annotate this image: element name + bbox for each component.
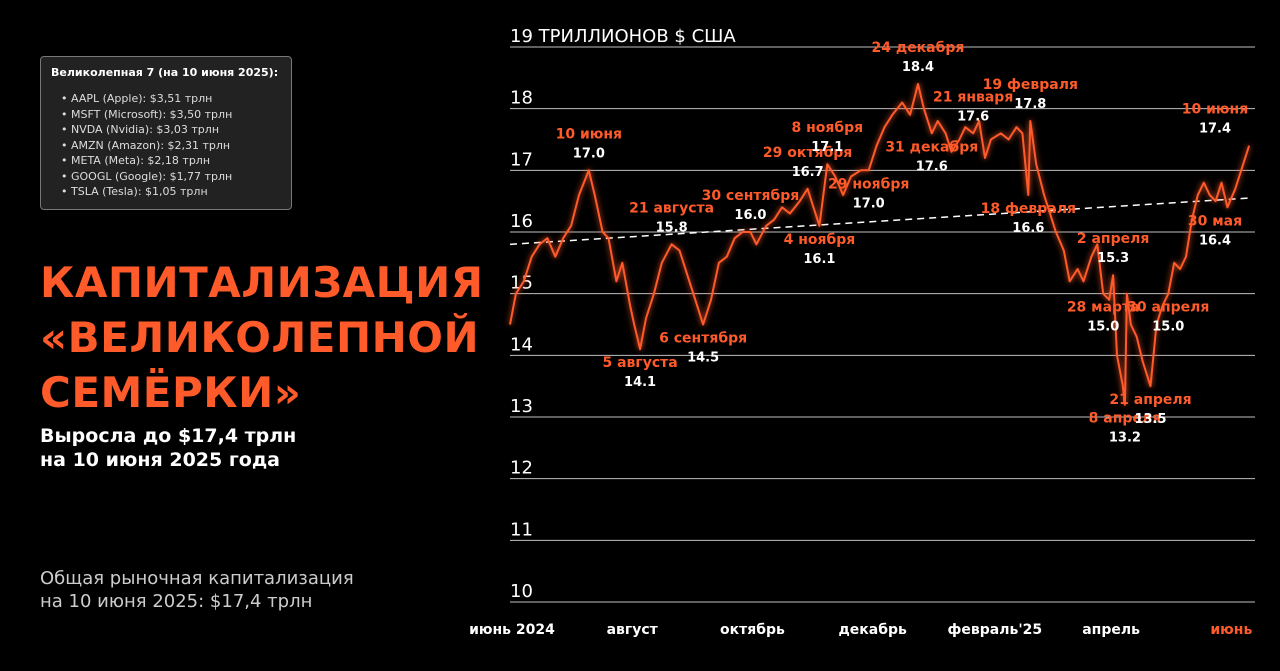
annotation-value: 17.1: [811, 140, 843, 155]
y-tick-label: 18: [510, 88, 533, 109]
y-tick-label: 11: [510, 519, 533, 540]
annotation-value: 16.0: [734, 208, 766, 223]
y-tick-label: 17: [510, 149, 533, 170]
annotation-value: 15.0: [1152, 320, 1184, 335]
market-cap-note-line-2: на 10 июня 2025: $17,4 трлн: [40, 591, 313, 612]
annotation-value: 15.3: [1097, 251, 1129, 266]
x-tick-label: октябрь: [720, 622, 785, 638]
annotation-value: 15.0: [1087, 320, 1119, 335]
legend-item-googl: GOOGL (Google): $1,77 трлн: [61, 169, 281, 185]
x-tick-label: июнь: [1210, 622, 1252, 638]
annotation-date: 29 ноября: [828, 176, 909, 192]
y-tick-label: 19 ТРИЛЛИОНОВ $ США: [510, 26, 736, 47]
x-tick-label: август: [607, 622, 659, 638]
y-tick-label: 14: [510, 334, 533, 355]
legend-list: AAPL (Apple): $3,51 трлн MSFT (Microsoft…: [51, 91, 281, 200]
page-title-line-1: КАПИТАЛИЗАЦИЯ: [40, 258, 484, 307]
annotation-date: 24 декабря: [872, 40, 965, 56]
market-cap-note-line-1: Общая рыночная капитализация: [40, 568, 354, 589]
annotation-date: 21 августа: [629, 200, 714, 216]
legend-title: Великолепная 7 (на 10 июня 2025):: [51, 66, 279, 79]
annotation-value: 15.8: [656, 220, 688, 235]
annotation-value: 17.6: [916, 159, 948, 174]
series-line: [509, 83, 1251, 406]
annotation-value: 17.8: [1014, 97, 1046, 112]
legend-item-amzn: AMZN (Amazon): $2,31 трлн: [61, 138, 281, 154]
annotation-value: 16.4: [1199, 233, 1231, 248]
annotation-date: 8 ноября: [791, 120, 863, 136]
x-tick-label: февраль'25: [948, 622, 1043, 638]
y-tick-label: 13: [510, 396, 533, 417]
y-tick-label: 16: [510, 211, 533, 232]
annotation-value: 13.2: [1109, 431, 1141, 446]
annotation-date: 4 ноября: [784, 232, 856, 248]
y-tick-label: 10: [510, 581, 533, 602]
legend-item-aapl: AAPL (Apple): $3,51 трлн: [61, 91, 281, 107]
annotation-date: 10 июня: [1182, 102, 1248, 118]
market-cap-note: Общая рыночная капитализация на 10 июня …: [40, 567, 354, 613]
page-title-line-2: «ВЕЛИКОЛЕПНОЙ: [40, 313, 480, 362]
annotation-date: 29 октября: [763, 145, 852, 161]
annotation-date: 5 августа: [602, 355, 677, 371]
annotation-date: 21 января: [933, 89, 1013, 105]
annotation-date: 19 февраля: [983, 77, 1078, 93]
legend-item-tsla: TSLA (Tesla): $1,05 трлн: [61, 184, 281, 200]
annotation-date: 30 сентября: [702, 188, 800, 204]
annotation-date: 21 апреля: [1109, 392, 1191, 408]
annotation-date: 18 февраля: [981, 201, 1076, 217]
annotation-value: 17.4: [1199, 122, 1231, 137]
trend-line: [509, 197, 1250, 246]
annotation-date: 30 мая: [1188, 213, 1242, 229]
annotation-value: 18.4: [902, 60, 934, 75]
subheadline: Выросла до $17,4 трлн на 10 июня 2025 го…: [40, 424, 296, 472]
annotation-date: 2 апреля: [1077, 231, 1150, 247]
annotation-value: 14.5: [687, 351, 719, 366]
annotation-value: 17.0: [573, 146, 605, 161]
annotation-value: 14.1: [624, 375, 656, 390]
page-title: КАПИТАЛИЗАЦИЯ «ВЕЛИКОЛЕПНОЙ СЕМЁРКИ»: [40, 255, 484, 420]
x-tick-label: июнь 2024: [469, 622, 555, 638]
annotation-date: 8 апреля: [1089, 411, 1162, 427]
legend-item-msft: MSFT (Microsoft): $3,50 трлн: [61, 107, 281, 123]
annotation-date: 31 декабря: [885, 139, 978, 155]
subheadline-line-1: Выросла до $17,4 трлн: [40, 425, 297, 447]
legend-item-nvda: NVDA (Nvidia): $3,03 трлн: [61, 122, 281, 138]
annotation-value: 17.6: [957, 109, 989, 124]
legend-box: Великолепная 7 (на 10 июня 2025): AAPL (…: [40, 56, 292, 210]
subheadline-line-2: на 10 июня 2025 года: [40, 449, 280, 471]
annotation-value: 16.7: [792, 165, 824, 180]
annotation-date: 30 апреля: [1127, 300, 1209, 316]
y-tick-label: 12: [510, 458, 533, 479]
legend-item-meta: META (Meta): $2,18 трлн: [61, 153, 281, 169]
annotation-value: 16.1: [803, 252, 835, 267]
x-tick-label: апрель: [1082, 622, 1140, 638]
annotation-value: 16.6: [1012, 221, 1044, 236]
annotation-value: 17.0: [853, 196, 885, 211]
annotation-date: 28 марта: [1067, 300, 1140, 316]
annotation-date: 10 июня: [556, 126, 622, 142]
x-tick-label: декабрь: [838, 622, 907, 638]
page-title-line-3: СЕМЁРКИ»: [40, 368, 302, 417]
annotation-date: 6 сентября: [659, 331, 747, 347]
annotation-value: 13.5: [1135, 412, 1167, 427]
